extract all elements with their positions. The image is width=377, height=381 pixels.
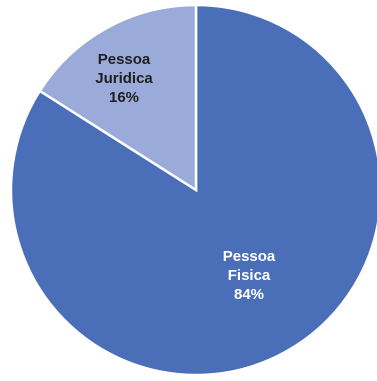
pie-slice-1 bbox=[38, 3, 198, 193]
slice-label-line: Fisica bbox=[228, 267, 271, 284]
slice-label-line: Pessoa bbox=[98, 51, 151, 68]
slices-layer bbox=[9, 3, 377, 377]
labels-layer: Pessoa Fisica 84% Pessoa Juridica 16% bbox=[95, 51, 276, 303]
slice-label-line: Juridica bbox=[95, 70, 153, 87]
slice-data-label-1: Pessoa Juridica 16% bbox=[95, 51, 153, 106]
slice-label-line: Pessoa bbox=[223, 248, 276, 265]
slice-label-line: 16% bbox=[109, 89, 139, 106]
slice-data-label-0: Pessoa Fisica 84% bbox=[223, 248, 276, 303]
slice-label-line: 84% bbox=[234, 286, 264, 303]
